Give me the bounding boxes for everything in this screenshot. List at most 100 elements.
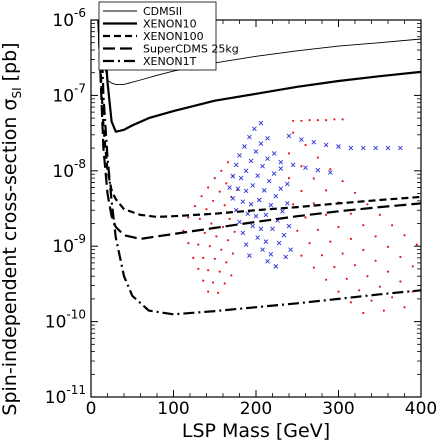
red-scan-point — [207, 290, 210, 293]
blue-scan-point — [235, 186, 241, 191]
blue-scan-point — [230, 196, 236, 201]
red-scan-point — [200, 195, 203, 198]
red-scan-point — [312, 177, 315, 180]
red-scan-point — [329, 168, 332, 171]
red-scan-point — [349, 237, 352, 240]
red-scan-point — [205, 208, 208, 211]
red-scan-point — [215, 235, 218, 238]
blue-scan-point — [248, 201, 254, 207]
blue-scan-point — [281, 232, 287, 238]
red-scan-point — [399, 280, 402, 283]
red-scan-point — [197, 243, 200, 246]
y-tick-label: 10-10 — [45, 308, 86, 333]
y-tick-exponent: -8 — [74, 157, 86, 171]
blue-scan-point — [286, 223, 292, 229]
blue-scan-point — [299, 137, 304, 142]
blue-scan-point — [266, 178, 272, 184]
red-scan-point — [399, 255, 402, 259]
x-tick-label: 300 — [322, 399, 354, 419]
curve-xenon100 — [97, 20, 421, 218]
red-scan-point — [218, 190, 221, 193]
red-scan-point — [320, 254, 324, 257]
x-tick-label: 100 — [157, 399, 189, 419]
blue-scan-point — [258, 120, 264, 126]
red-scan-point — [203, 231, 206, 234]
legend-label: XENON1T — [143, 55, 197, 68]
blue-scan-point — [255, 173, 260, 179]
blue-scan-point — [247, 134, 252, 140]
blue-scan-point — [240, 199, 246, 204]
blue-scan-point — [243, 188, 249, 194]
red-scan-point — [312, 266, 315, 269]
y-axis-label-subscript: SI — [10, 87, 24, 98]
blue-scan-point — [230, 173, 236, 179]
red-scan-point — [325, 119, 328, 122]
y-axis-label-unit: [pb] — [0, 42, 21, 81]
red-scan-point — [212, 281, 215, 284]
blue-scan-point — [238, 175, 244, 181]
red-scan-point — [292, 131, 295, 134]
curve-xenon1t — [99, 20, 421, 316]
x-tick-label: 400 — [405, 399, 437, 419]
red-scan-point — [403, 306, 406, 309]
blue-scan-point — [278, 159, 284, 165]
blue-scan-point — [288, 247, 293, 252]
y-tick-exponent: -11 — [66, 383, 86, 397]
blue-scan-point — [311, 139, 317, 145]
blue-scan-point — [268, 202, 274, 208]
exclusion-curves-layer — [97, 20, 421, 316]
blue-scan-point — [270, 226, 275, 232]
red-scan-point — [217, 291, 220, 294]
red-scan-point — [378, 285, 381, 288]
red-scan-point — [193, 205, 196, 208]
red-scan-point — [341, 118, 344, 121]
red-scan-point — [312, 202, 315, 205]
red-scan-point — [316, 228, 319, 231]
y-tick-exponent: -9 — [74, 232, 86, 246]
red-scan-point — [198, 217, 201, 220]
red-scan-point — [374, 259, 377, 262]
y-tick-base: 10 — [52, 162, 74, 182]
red-scan-point — [207, 269, 210, 272]
blue-scan-point — [280, 209, 285, 214]
red-scan-point — [213, 257, 216, 260]
blue-scan-point — [261, 188, 267, 193]
blue-scan-point — [348, 145, 354, 151]
red-scan-point — [300, 254, 303, 257]
red-scan-point — [345, 277, 348, 280]
y-tick-exponent: -7 — [74, 81, 86, 95]
red-scan-point — [325, 189, 328, 192]
y-tick-exponent: -10 — [66, 308, 86, 322]
blue-scan-point — [278, 166, 284, 171]
red-scan-point — [349, 212, 352, 215]
y-tick-base: 10 — [52, 86, 74, 106]
red-scan-point — [225, 261, 228, 264]
red-scan-point — [292, 203, 295, 206]
red-scan-point — [366, 203, 369, 206]
red-scan-point — [210, 222, 213, 225]
red-scan-point — [333, 118, 336, 121]
red-scan-point — [187, 216, 190, 219]
red-scan-point — [382, 309, 385, 312]
blue-scan-point — [260, 247, 265, 252]
red-scan-point — [304, 143, 307, 147]
blue-scan-point — [247, 253, 252, 258]
blue-scan-point — [252, 126, 257, 132]
blue-scan-point — [398, 145, 403, 151]
red-scan-point — [353, 264, 357, 267]
blue-scan-point — [265, 156, 270, 161]
red-scan-point — [415, 243, 418, 246]
blue-scan-point — [237, 219, 242, 225]
blue-scan-point — [265, 135, 270, 141]
legend-label: CDMSII — [143, 5, 182, 18]
red-scan-point — [197, 267, 200, 270]
blue-scan-point — [253, 213, 259, 219]
red-scan-point — [337, 290, 340, 293]
red-scan-point — [337, 225, 340, 229]
y-tick-label: 10-6 — [52, 6, 86, 31]
red-scan-point — [325, 278, 328, 281]
red-scan-point — [308, 242, 311, 245]
red-scan-point — [386, 245, 390, 248]
